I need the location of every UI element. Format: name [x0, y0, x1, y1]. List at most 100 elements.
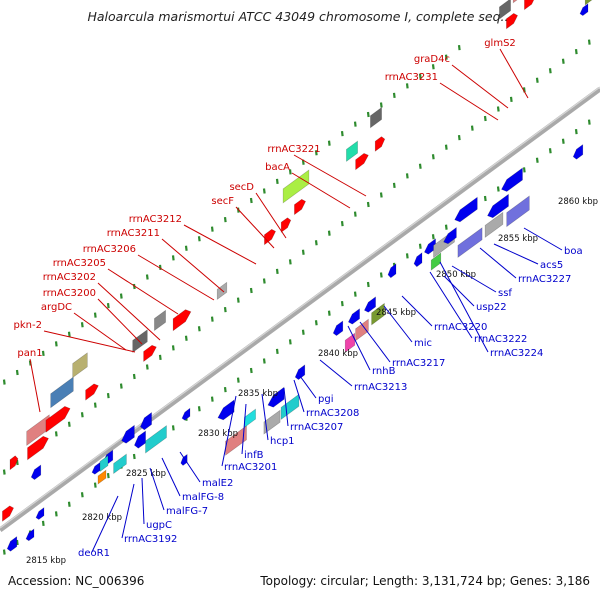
forward-feature [579, 3, 589, 16]
tick-mark [106, 472, 110, 479]
reverse-gene-label: rrnAC3213 [354, 382, 407, 393]
scale-label: 2835 kbp [238, 389, 278, 399]
tick-mark [548, 68, 552, 74]
forward-gene-label: rrnAC3212 [129, 214, 182, 225]
forward-feature [584, 0, 593, 6]
tick-mark [405, 253, 409, 259]
reverse-feature [443, 226, 457, 245]
tick-mark [223, 216, 227, 223]
tick-mark [457, 135, 461, 141]
forward-leader [97, 298, 143, 345]
reverse-leader [283, 387, 289, 427]
forward-gene-label: secF [211, 196, 234, 207]
forward-gene-label: argDC [41, 302, 72, 313]
tick-mark [392, 182, 396, 189]
tick-mark [561, 58, 565, 64]
forward-gene-label: bacA [265, 162, 290, 173]
forward-feature [282, 169, 310, 204]
tick-mark [197, 236, 201, 242]
reverse-feature [413, 252, 423, 268]
forward-leader [161, 238, 225, 293]
forward-feature [45, 406, 71, 433]
tick-mark [327, 140, 331, 146]
tick-mark [171, 255, 175, 261]
reverse-leader [299, 375, 317, 399]
tick-mark [145, 364, 149, 370]
tick-mark [366, 201, 370, 208]
reverse-leader [443, 275, 475, 307]
reverse-gene-label: infB [244, 450, 264, 461]
reverse-feature [294, 364, 306, 380]
forward-feature [9, 455, 19, 471]
forward-feature [355, 153, 369, 171]
forward-gene-label: rrnAC3202 [43, 272, 96, 283]
tick-mark [496, 186, 500, 192]
reverse-feature [97, 469, 107, 485]
tick-mark [327, 230, 331, 236]
tick-mark [548, 148, 552, 154]
tick-mark [80, 492, 84, 498]
tick-mark [132, 373, 136, 380]
tick-mark [197, 326, 201, 332]
tick-mark [314, 320, 318, 326]
scale-label: 2840 kbp [318, 349, 358, 359]
reverse-gene-label: rrnAC3192 [124, 534, 177, 545]
map-title: Haloarcula marismortui ATCC 43049 chromo… [87, 9, 513, 24]
forward-feature [346, 140, 358, 162]
forward-gene-label: rrnAC3231 [385, 72, 438, 83]
tick-mark [470, 125, 474, 131]
forward-leader [235, 206, 275, 249]
tick-mark [223, 306, 227, 313]
forward-leader [439, 82, 499, 121]
reverse-leader [221, 395, 237, 467]
tick-mark [223, 386, 227, 393]
reverse-leader [359, 321, 391, 363]
tick-mark [535, 77, 539, 83]
tick-mark [171, 425, 175, 431]
tick-mark [431, 154, 435, 160]
forward-gene-label: pan1 [17, 348, 42, 359]
reverse-gene-label: deoR1 [78, 548, 110, 559]
gene-labels: pan1 pkn-2 argDC rrnAC3200 rrnAC3202 rrnAC320… [14, 38, 583, 559]
forward-leader [291, 172, 351, 209]
tick-mark [15, 369, 19, 376]
reverse-leader [523, 227, 563, 251]
reverse-leader [161, 457, 181, 497]
tick-mark [379, 272, 383, 278]
reverse-leader [383, 305, 413, 343]
tick-mark [275, 268, 279, 275]
tick-mark [457, 45, 461, 51]
tick-mark [80, 412, 84, 418]
forward-feature [27, 435, 49, 461]
tick-mark [54, 341, 58, 347]
features [2, 0, 593, 552]
tick-mark [275, 348, 279, 355]
tick-mark [444, 224, 448, 230]
tick-mark [288, 339, 292, 345]
tick-mark [158, 264, 162, 271]
reverse-gene-label: rnhB [372, 366, 396, 377]
scale-label: 2855 kbp [498, 234, 538, 244]
reverse-leader [149, 467, 165, 511]
tick-mark [288, 169, 292, 175]
scale-label: 2830 kbp [198, 429, 238, 439]
tick-mark [444, 54, 448, 60]
forward-leader [73, 312, 127, 351]
tick-mark [431, 64, 435, 70]
forward-gene-label: pkn-2 [14, 320, 42, 331]
reverse-feature [501, 167, 523, 192]
tick-mark [210, 226, 214, 232]
reverse-feature [484, 211, 504, 238]
tick-mark [340, 220, 344, 227]
reverse-feature [371, 302, 385, 326]
reverse-feature [181, 407, 191, 421]
reverse-gene-label: rrnAC3208 [306, 408, 359, 419]
tick-mark [340, 300, 344, 307]
accession-text: Accession: NC_006396 [8, 574, 145, 588]
reverse-feature [6, 536, 18, 552]
tick-mark [184, 335, 188, 341]
forward-feature [172, 309, 192, 332]
reverse-gene-label: pgi [318, 394, 333, 405]
tick-mark [483, 195, 487, 202]
